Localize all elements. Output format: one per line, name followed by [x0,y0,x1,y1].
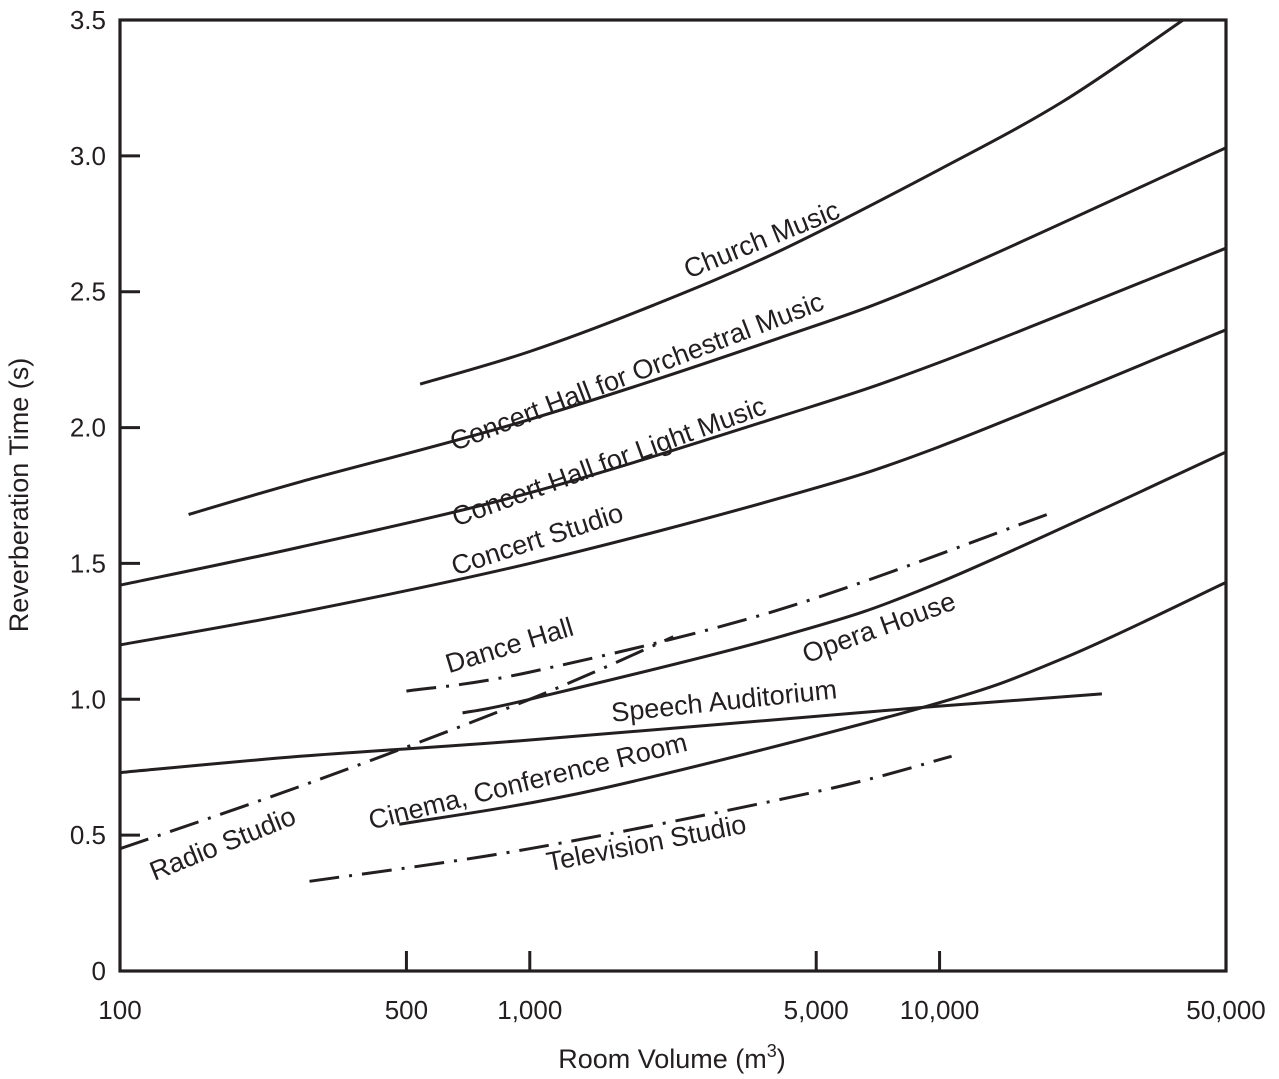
plot-frame [118,18,1228,973]
plot-curves [119,18,1227,883]
label-church-music: Church Music [679,195,843,285]
label-speech-auditorium: Speech Auditorium [610,674,839,728]
curve-dance-hall [406,513,1048,693]
x-tick-label: 5,000 [784,995,849,1025]
curve-television-studio [309,754,952,883]
label-dance-hall: Dance Hall [442,612,577,679]
axis-ticks [120,154,942,971]
x-tick-label: 50,000 [1186,995,1266,1025]
curve-speech-auditorium [119,692,1103,775]
x-axis-title: Room Volume (m3) [558,1041,786,1074]
curve-concert-studio [119,328,1227,647]
y-tick-label: 2.0 [70,413,106,443]
y-tick-label: 2.5 [70,277,106,307]
x-tick-label: 1,000 [497,995,562,1025]
curve-concert-hall-for-light-music [119,246,1227,587]
x-tick-label: 500 [385,995,428,1025]
label-cinema-conference-room: Cinema, Conference Room [365,727,690,835]
y-tick-label: 1.0 [70,684,106,714]
y-tick-label: 0.5 [70,820,106,850]
x-tick-label: 100 [98,995,141,1025]
x-tick-label: 10,000 [900,995,980,1025]
label-opera-house: Opera House [798,586,959,669]
y-axis-title: Reverberation Time (s) [4,358,34,633]
label-television-studio: Television Studio [544,809,749,877]
curve-church-music [419,18,1184,386]
y-tick-label: 1.5 [70,548,106,578]
curve-opera-house [462,450,1227,715]
y-tick-label: 3.0 [70,141,106,171]
axis-tick-labels: 0 0.5 1.0 1.5 2.0 2.5 3.0 3.5 100 500 1,000 5,000 10… [70,5,1266,1025]
y-tick-label: 3.5 [70,5,106,35]
curve-radio-studio [119,635,674,851]
curve-cinema-conference-room [398,581,1227,826]
y-tick-label: 0 [92,956,106,986]
curve-concert-hall-for-orchestral-music [188,146,1227,516]
